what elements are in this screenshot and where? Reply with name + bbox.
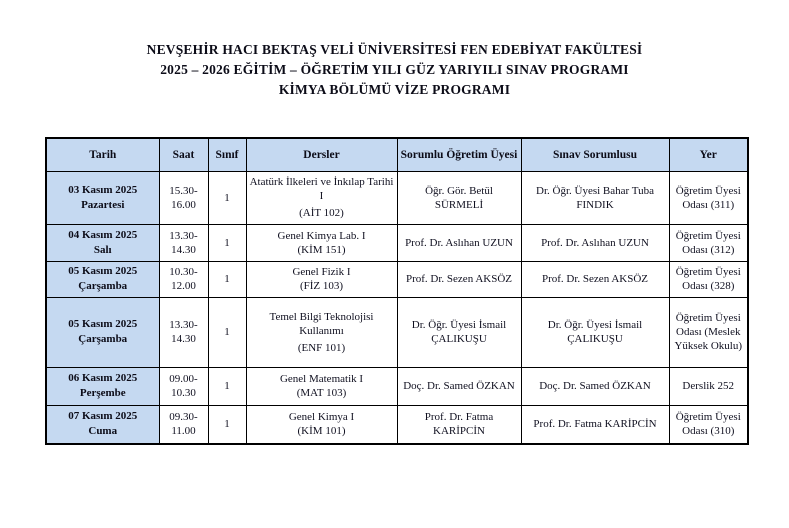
- cell-instructor: Dr. Öğr. Üyesi İsmail ÇALIKUŞU: [396, 296, 522, 368]
- cell-supervisor: Prof. Dr. Fatma KARİPCİN: [520, 404, 670, 445]
- cell-time: 13.30-14.30: [158, 296, 209, 368]
- cell-supervisor: Doç. Dr. Samed ÖZKAN: [520, 366, 670, 406]
- col-header-saat: Saat: [158, 137, 209, 172]
- cell-time: 15.30-16.00: [158, 170, 209, 225]
- cell-date: 03 Kasım 2025 Pazartesi: [45, 170, 160, 225]
- cell-instructor: Öğr. Gör. Betül SÜRMELİ: [396, 170, 522, 225]
- cell-place: Öğretim Üyesi Odası (Meslek Yüksek Okulu…: [668, 296, 749, 368]
- cell-place: Öğretim Üyesi Odası (311): [668, 170, 749, 225]
- cell-course: Genel Matematik I (MAT 103): [245, 366, 398, 406]
- date-text: 04 Kasım 2025: [68, 228, 138, 241]
- table-row: 05 Kasım 2025 Çarşamba 13.30-14.30 1 Tem…: [45, 296, 749, 368]
- cell-date: 06 Kasım 2025 Perşembe: [45, 366, 160, 406]
- cell-class: 1: [207, 260, 247, 298]
- cell-time: 10.30-12.00: [158, 260, 209, 298]
- cell-place: Öğretim Üyesi Odası (328): [668, 260, 749, 298]
- cell-instructor: Prof. Dr. Aslıhan UZUN: [396, 223, 522, 262]
- title-line-2: 2025 – 2026 EĞİTİM – ÖĞRETİM YILI GÜZ YA…: [160, 62, 629, 77]
- title-line-1: NEVŞEHİR HACI BEKTAŞ VELİ ÜNİVERSİTESİ F…: [146, 42, 643, 57]
- table-row: 05 Kasım 2025 Çarşamba 10.30-12.00 1 Gen…: [45, 260, 749, 298]
- course-code: (MAT 103): [296, 387, 347, 399]
- cell-instructor: Doç. Dr. Samed ÖZKAN: [396, 366, 522, 406]
- cell-course: Genel Kimya Lab. I (KİM 151): [245, 223, 398, 262]
- cell-place: Derslik 252: [668, 366, 749, 406]
- day-text: Perşembe: [79, 387, 126, 399]
- cell-course: Atatürk İlkeleri ve İnkılap Tarihi I (Aİ…: [245, 170, 398, 225]
- table-row: 06 Kasım 2025 Perşembe 09.00-10.30 1 Gen…: [45, 366, 749, 406]
- date-text: 05 Kasım 2025: [68, 318, 138, 330]
- cell-course: Genel Kimya I (KİM 101): [245, 404, 398, 445]
- day-text: Pazartesi: [81, 198, 125, 211]
- cell-time: 13.30-14.30: [158, 223, 209, 262]
- table-row: 04 Kasım 2025 Salı 13.30-14.30 1 Genel K…: [45, 223, 749, 262]
- course-code: (FİZ 103): [299, 280, 344, 292]
- col-header-tarih: Tarih: [45, 137, 160, 172]
- course-code: (KİM 151): [297, 243, 346, 256]
- page-title: NEVŞEHİR HACI BEKTAŞ VELİ ÜNİVERSİTESİ F…: [0, 40, 789, 100]
- col-header-sorumlu-ogretim-uyesi: Sorumlu Öğretim Üyesi: [396, 137, 522, 172]
- course-name: Genel Kimya I: [288, 411, 355, 424]
- cell-time: 09.00-10.30: [158, 366, 209, 406]
- cell-supervisor: Dr. Öğr. Üyesi Bahar Tuba FINDIK: [520, 170, 670, 225]
- course-code: (AİT 102): [299, 207, 344, 219]
- table-row: 07 Kasım 2025 Cuma 09.30-11.00 1 Genel K…: [45, 404, 749, 445]
- col-header-dersler: Dersler: [245, 137, 398, 172]
- date-text: 03 Kasım 2025: [68, 183, 138, 196]
- course-name: Genel Matematik I: [279, 373, 364, 385]
- cell-instructor: Prof. Dr. Sezen AKSÖZ: [396, 260, 522, 298]
- cell-class: 1: [207, 223, 247, 262]
- cell-date: 04 Kasım 2025 Salı: [45, 223, 160, 262]
- date-text: 05 Kasım 2025: [68, 265, 138, 277]
- day-text: Salı: [93, 243, 112, 256]
- cell-date: 05 Kasım 2025 Çarşamba: [45, 296, 160, 368]
- col-header-yer: Yer: [668, 137, 749, 172]
- date-text: 06 Kasım 2025: [68, 372, 138, 384]
- cell-supervisor: Prof. Dr. Sezen AKSÖZ: [520, 260, 670, 298]
- cell-place: Öğretim Üyesi Odası (312): [668, 223, 749, 262]
- col-header-sinif: Sınıf: [207, 137, 247, 172]
- course-name: Atatürk İlkeleri ve İnkılap Tarihi I: [249, 176, 394, 202]
- day-text: Çarşamba: [78, 333, 128, 345]
- exam-schedule-table: Tarih Saat Sınıf Dersler Sorumlu Öğretim…: [45, 137, 749, 445]
- cell-class: 1: [207, 366, 247, 406]
- col-header-sinav-sorumlusu: Sınav Sorumlusu: [520, 137, 670, 172]
- cell-instructor: Prof. Dr. Fatma KARİPCİN: [396, 404, 522, 445]
- cell-date: 07 Kasım 2025 Cuma: [45, 404, 160, 445]
- cell-supervisor: Dr. Öğr. Üyesi İsmail ÇALIKUŞU: [520, 296, 670, 368]
- cell-place: Öğretim Üyesi Odası (310): [668, 404, 749, 445]
- cell-supervisor: Prof. Dr. Aslıhan UZUN: [520, 223, 670, 262]
- course-name: Genel Kimya Lab. I: [277, 229, 366, 242]
- course-name: Genel Fizik I: [292, 266, 351, 278]
- cell-date: 05 Kasım 2025 Çarşamba: [45, 260, 160, 298]
- cell-class: 1: [207, 404, 247, 445]
- table-header-row: Tarih Saat Sınıf Dersler Sorumlu Öğretim…: [45, 137, 749, 172]
- day-text: Cuma: [88, 425, 118, 438]
- cell-course: Genel Fizik I (FİZ 103): [245, 260, 398, 298]
- course-name: Temel Bilgi Teknolojisi Kullanımı: [269, 310, 374, 337]
- title-line-3: KİMYA BÖLÜMÜ VİZE PROGRAMI: [278, 82, 511, 97]
- course-code: (KİM 101): [297, 425, 346, 438]
- day-text: Çarşamba: [78, 280, 128, 292]
- course-code: (ENF 101): [297, 341, 346, 354]
- cell-time: 09.30-11.00: [158, 404, 209, 445]
- cell-class: 1: [207, 170, 247, 225]
- cell-class: 1: [207, 296, 247, 368]
- date-text: 07 Kasım 2025: [68, 410, 138, 423]
- cell-course: Temel Bilgi Teknolojisi Kullanımı (ENF 1…: [245, 296, 398, 368]
- table-row: 03 Kasım 2025 Pazartesi 15.30-16.00 1 At…: [45, 170, 749, 225]
